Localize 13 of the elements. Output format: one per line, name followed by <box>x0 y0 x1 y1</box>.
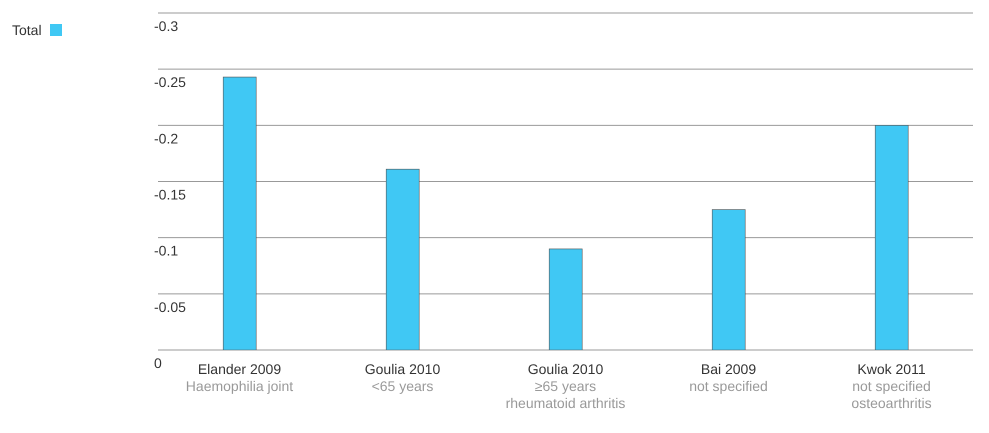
y-tick-label: -0.05 <box>154 298 186 315</box>
x-tick-label: Goulia 2010 <65 years <box>364 361 440 394</box>
y-tick-label: -0.3 <box>154 18 178 34</box>
y-tick-label: -0.2 <box>154 130 178 146</box>
x-tick-label: Bai 2009 not specified <box>689 361 768 394</box>
x-tick-label: Elander 2009 Haemophilia joint <box>186 361 294 394</box>
x-tick-label: Kwok 2011 not specified osteoarthritis <box>851 361 932 411</box>
y-tick-label: -0.15 <box>154 186 186 202</box>
y-tick-label: 0 <box>154 355 162 371</box>
legend-label: Total <box>12 22 43 38</box>
y-tick-label: -0.25 <box>154 74 186 90</box>
y-tick-label: -0.1 <box>154 242 178 259</box>
x-tick-label: Goulia 2010 ≥65 years rheumatoid arthritis <box>506 361 626 411</box>
